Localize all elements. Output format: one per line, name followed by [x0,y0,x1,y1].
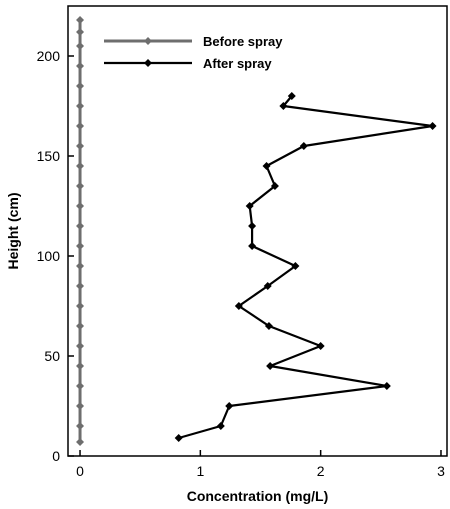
data-point [262,162,271,170]
data-point [76,362,85,370]
x-tick-label: 0 [76,463,84,479]
data-point [76,262,85,270]
legend-entry: After spray [104,56,272,71]
data-point [76,402,85,410]
series-before-spray [76,16,85,446]
legend-entry: Before spray [104,34,283,49]
data-point [291,262,300,270]
data-point [76,122,85,130]
data-point [76,382,85,390]
data-point [76,162,85,170]
data-point [287,92,296,100]
legend: Before spray After spray [104,34,283,71]
data-point [76,202,85,210]
data-point [316,342,325,350]
axis-ticks: 0 1 2 3 0 50 100 150 200 [37,48,445,479]
x-tick-label: 1 [196,463,204,479]
data-point [76,182,85,190]
legend-label: After spray [203,56,272,71]
data-point [76,62,85,70]
y-tick-label: 0 [52,448,60,464]
plot-frame [67,5,448,457]
data-point [76,222,85,230]
y-axis-label: Height (cm) [5,193,21,270]
x-axis-label: Concentration (mg/L) [187,488,329,504]
y-tick-label: 150 [37,148,61,164]
y-tick-label: 200 [37,48,61,64]
y-tick-label: 100 [37,248,61,264]
y-tick-label: 50 [44,348,60,364]
data-point [270,182,279,190]
legend-swatch-marker [144,37,152,45]
plot-area: 0 1 2 3 0 50 100 150 200 Before spray After spray [37,5,448,479]
data-point [225,402,234,410]
data-point [76,302,85,310]
x-tick-label: 3 [437,463,445,479]
data-point [382,382,391,390]
data-point [76,142,85,150]
data-point [174,434,183,442]
data-point [266,362,275,370]
data-point [76,82,85,90]
data-point [248,242,257,250]
data-point [76,422,85,430]
data-point [279,102,288,110]
data-point [248,222,257,230]
data-point [76,42,85,50]
data-point [76,16,85,24]
data-point [428,122,437,130]
data-point [76,322,85,330]
data-point [216,422,225,430]
data-point [76,342,85,350]
data-point [76,28,85,36]
data-point [264,322,273,330]
legend-swatch-marker [144,59,152,67]
data-point [76,102,85,110]
data-point [76,242,85,250]
data-point [76,438,85,446]
data-point [76,282,85,290]
legend-label: Before spray [203,34,283,49]
series-after-spray [174,92,437,442]
data-point [263,282,272,290]
series-layer [76,16,437,446]
data-point [299,142,308,150]
data-point [234,302,243,310]
x-tick-label: 2 [317,463,325,479]
data-point [245,202,254,210]
